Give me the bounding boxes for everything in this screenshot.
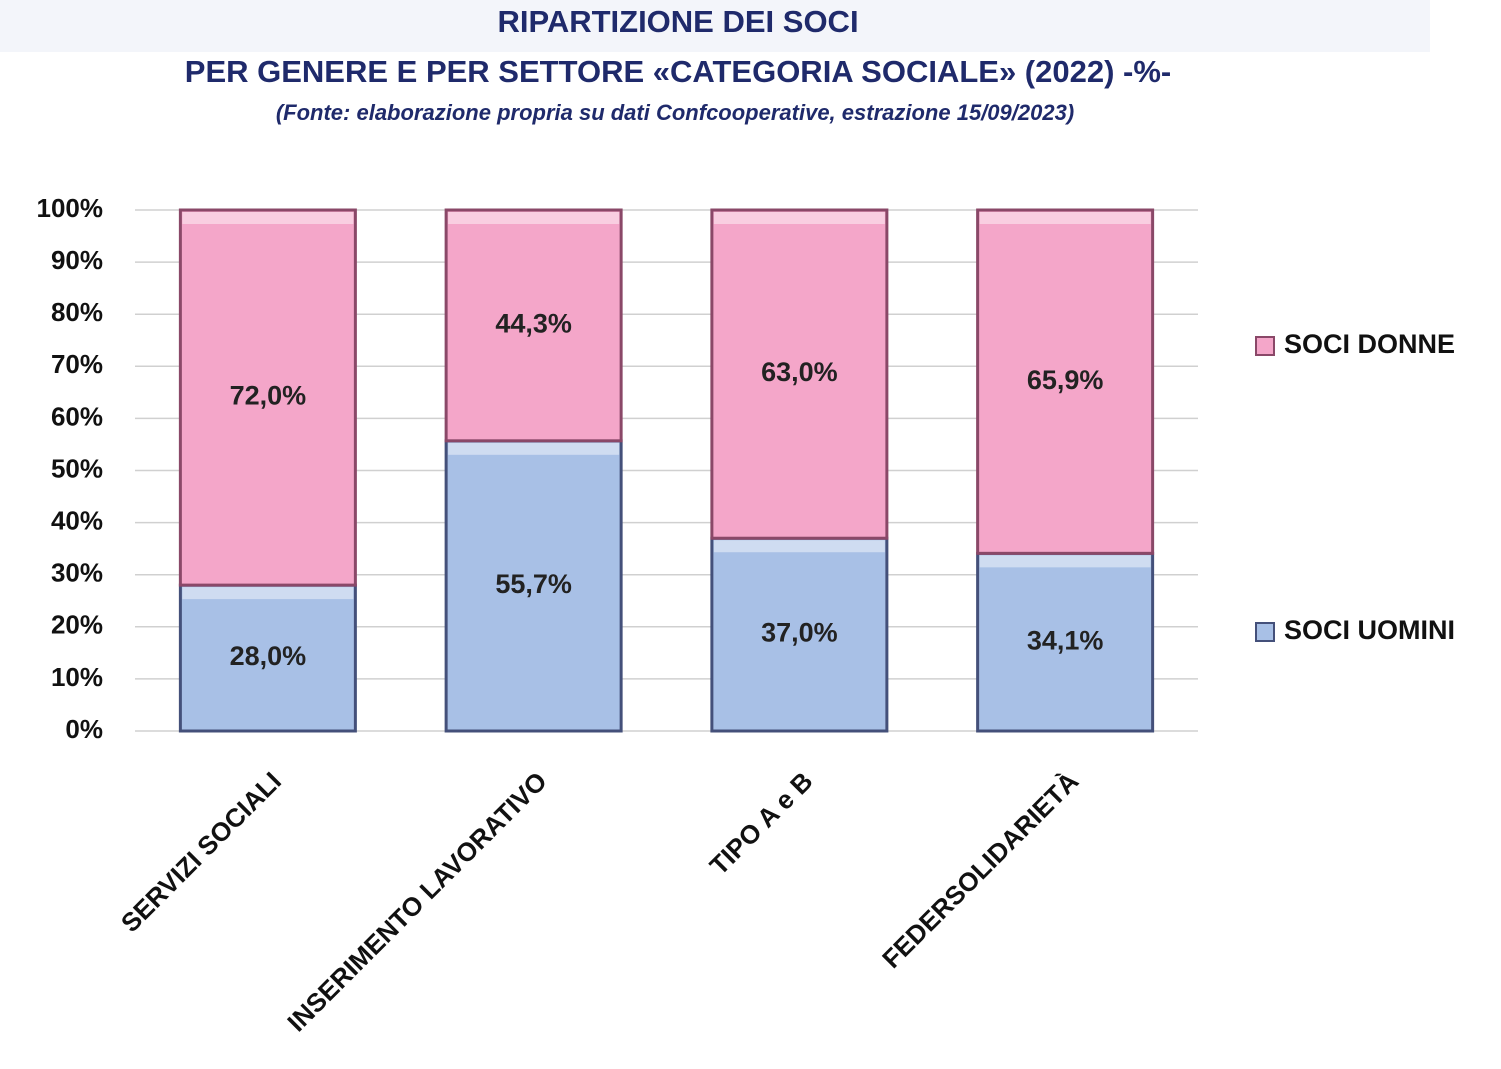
bar xyxy=(444,439,623,733)
bar xyxy=(976,551,1155,733)
x-tick-label: SERVIZI SOCIALI xyxy=(115,766,287,938)
data-label: 63,0% xyxy=(761,357,838,387)
legend-swatch xyxy=(1255,622,1275,642)
x-tick-label: TIPO A e B xyxy=(704,766,819,881)
x-tick-label: INSERIMENTO LAVORATIVO xyxy=(281,766,552,1037)
y-tick-label: 30% xyxy=(51,558,103,588)
chart-title: RIPARTIZIONE DEI SOCI xyxy=(497,4,858,39)
legend-swatch xyxy=(1255,336,1275,356)
chart-subtitle: PER GENERE E PER SETTORE «CATEGORIA SOCI… xyxy=(185,54,1171,89)
bar-bevel xyxy=(713,212,885,224)
bar-bevel xyxy=(182,212,354,224)
bar xyxy=(710,208,889,540)
bar xyxy=(976,208,1155,555)
data-label: 65,9% xyxy=(1027,365,1104,395)
data-label: 28,0% xyxy=(230,641,307,671)
data-label: 37,0% xyxy=(761,618,838,648)
data-label: 72,0% xyxy=(230,381,307,411)
y-tick-label: 50% xyxy=(51,453,103,483)
y-tick-label: 80% xyxy=(51,297,103,327)
bar-bevel xyxy=(979,212,1151,224)
y-tick-label: 0% xyxy=(65,714,103,744)
bar xyxy=(710,536,889,733)
data-label: 55,7% xyxy=(495,569,572,599)
y-tick-label: 10% xyxy=(51,662,103,692)
y-tick-label: 20% xyxy=(51,610,103,640)
y-tick-label: 100% xyxy=(37,193,104,223)
chart-source: (Fonte: elaborazione propria su dati Con… xyxy=(276,100,1074,125)
y-tick-label: 40% xyxy=(51,505,103,535)
data-label: 44,3% xyxy=(495,309,572,339)
data-label: 34,1% xyxy=(1027,625,1104,655)
y-tick-label: 90% xyxy=(51,245,103,275)
title-band xyxy=(0,0,1430,52)
bar-bevel xyxy=(713,540,885,553)
x-tick-label: FEDERSOLIDARIETÀ xyxy=(876,766,1084,974)
y-tick-label: 60% xyxy=(51,401,103,431)
bar xyxy=(178,583,357,733)
bar-bevel xyxy=(979,555,1151,568)
bar-bevel xyxy=(182,587,354,600)
bar-bevel xyxy=(448,442,620,455)
y-tick-label: 70% xyxy=(51,349,103,379)
bar-bevel xyxy=(448,212,620,224)
bar xyxy=(444,208,623,443)
bar xyxy=(178,208,357,587)
legend-label: SOCI UOMINI xyxy=(1284,615,1455,645)
legend-label: SOCI DONNE xyxy=(1284,329,1455,359)
